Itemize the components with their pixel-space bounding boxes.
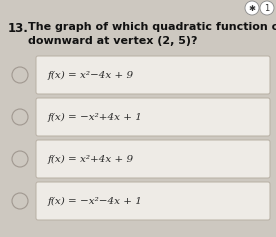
FancyBboxPatch shape (36, 56, 270, 94)
Circle shape (12, 193, 28, 209)
FancyBboxPatch shape (36, 140, 270, 178)
Text: f(x) = −x²−4x + 1: f(x) = −x²−4x + 1 (48, 196, 143, 205)
Text: ✱: ✱ (248, 4, 256, 13)
Circle shape (12, 67, 28, 83)
Text: f(x) = −x²+4x + 1: f(x) = −x²+4x + 1 (48, 112, 143, 122)
Text: f(x) = x²+4x + 9: f(x) = x²+4x + 9 (48, 155, 134, 164)
Circle shape (12, 109, 28, 125)
Text: f(x) = x²−4x + 9: f(x) = x²−4x + 9 (48, 70, 134, 80)
Circle shape (260, 1, 274, 15)
Text: The graph of which quadratic function opens
downward at vertex (2, 5)?: The graph of which quadratic function op… (28, 22, 276, 46)
Text: 13.: 13. (8, 22, 29, 35)
FancyBboxPatch shape (36, 98, 270, 136)
Circle shape (245, 1, 259, 15)
FancyBboxPatch shape (36, 182, 270, 220)
Circle shape (12, 151, 28, 167)
Text: 1: 1 (264, 4, 270, 13)
